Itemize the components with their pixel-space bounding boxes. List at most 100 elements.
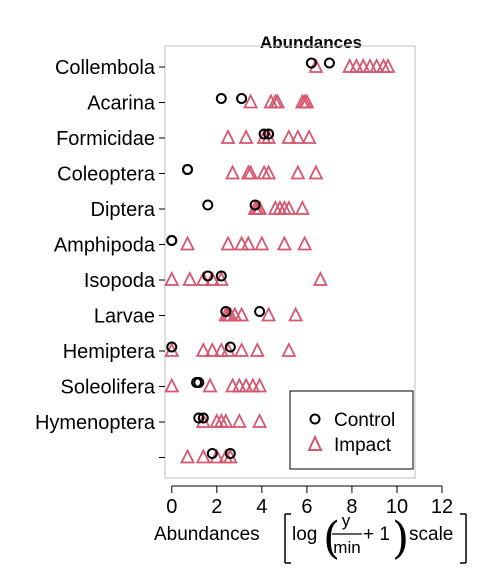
x-tick-label-2: 2	[211, 496, 222, 518]
control-point-5-1	[166, 235, 178, 246]
control-point-4-1	[249, 199, 261, 211]
control-point-8-0	[166, 341, 178, 353]
category-label-larvae: Larvae	[94, 306, 155, 328]
control-point-1-0	[215, 93, 227, 104]
impact-point-11-1	[195, 448, 211, 464]
data-points	[164, 57, 396, 464]
category-axis: Collembola Acarina Formicidae Coleoptera Dip…	[35, 57, 165, 458]
control-point-0-1	[323, 57, 335, 69]
impact-point-2-6	[301, 128, 317, 144]
x-axis-title-suffix: scale	[409, 524, 453, 545]
category-label-formicidae: Formicidae	[56, 128, 155, 150]
impact-point-1-0	[243, 93, 259, 109]
impact-point-2-5	[290, 128, 306, 144]
control-point-6-0	[202, 270, 214, 282]
impact-point-5-5	[276, 235, 292, 251]
impact-point-1-6	[299, 93, 315, 109]
impact-point-4-6	[281, 199, 297, 215]
impact-point-8-4	[220, 341, 236, 357]
control-point-3-1	[182, 164, 194, 175]
impact-point-8-6	[249, 341, 265, 357]
x-axis-title: Abundances log ( y min + 1 ) scale	[154, 511, 467, 564]
impact-point-6-2	[195, 270, 211, 286]
impact-point-8-5	[234, 341, 250, 357]
control-point-2-1	[263, 128, 275, 140]
impact-point-6-1	[182, 270, 198, 286]
paren-open: (	[323, 513, 340, 564]
category-label-hemiptera: Hemiptera	[63, 341, 156, 363]
control-point-6-1	[215, 270, 227, 282]
control-point-7-0	[220, 306, 232, 317]
control-point-11-0	[206, 448, 218, 459]
impact-point-5-4	[254, 235, 270, 251]
legend: Control Impact	[289, 390, 414, 470]
legend-impact-marker	[307, 434, 323, 451]
legend-control-marker	[309, 413, 321, 425]
x-tick-label-12: 12	[431, 496, 453, 518]
category-label-amphipoda: Amphipoda	[54, 235, 156, 257]
impact-point-11-2	[209, 448, 225, 464]
impact-point-9-0	[164, 377, 180, 393]
control-point-10-0	[193, 412, 205, 424]
x-tick-label-8: 8	[346, 496, 357, 518]
control-point-2-0	[258, 128, 270, 140]
impact-point-0-7	[380, 57, 396, 73]
impact-point-5-1	[220, 235, 236, 251]
control-point-11-1	[224, 448, 236, 459]
impact-point-5-3	[240, 235, 256, 251]
impact-point-3-2	[243, 164, 259, 180]
category-label-soleolifera: Soleolifera	[60, 377, 155, 399]
category-label-coleoptera: Coleoptera	[57, 164, 156, 186]
impact-point-0-0	[308, 57, 324, 73]
x-tick-label-4: 4	[256, 496, 267, 518]
impact-point-11-0	[180, 448, 195, 464]
impact-point-9-6	[252, 377, 268, 393]
impact-point-7-5	[261, 306, 277, 322]
x-axis: 0 2 4 6 8 10 12	[166, 485, 453, 518]
plot-frame	[164, 45, 416, 479]
impact-point-7-4	[234, 306, 250, 322]
x-axis-title-log: log	[292, 524, 317, 545]
impact-point-8-2	[204, 341, 220, 357]
control-point-7-1	[254, 306, 266, 317]
impact-point-2-0	[220, 128, 236, 144]
category-label-diptera: Diptera	[91, 199, 156, 221]
control-point-0-0	[305, 57, 317, 69]
category-label-collembola: Collembola	[55, 57, 156, 79]
impact-point-10-4	[231, 412, 247, 428]
impact-point-2-4	[281, 128, 297, 144]
category-label-isopoda: Isopoda	[84, 270, 156, 292]
impact-point-5-0	[180, 235, 195, 251]
chart-title: Abundances	[260, 33, 362, 52]
control-point-8-1	[224, 341, 236, 353]
impact-point-8-7	[281, 341, 297, 357]
legend-control-label: Control	[334, 410, 395, 431]
impact-point-1-3	[270, 93, 286, 109]
x-tick-label-0: 0	[166, 496, 177, 518]
control-point-9-1	[193, 377, 205, 388]
paren-close: )	[392, 513, 409, 564]
category-label-acarina: Acarina	[87, 93, 156, 115]
impact-point-9-1	[202, 377, 218, 393]
impact-point-6-5	[312, 270, 328, 286]
impact-point-2-1	[238, 128, 254, 144]
control-point-1-1	[236, 93, 248, 104]
control-point-4-0	[202, 199, 214, 211]
impact-point-10-5	[252, 412, 268, 428]
impact-point-4-7	[294, 199, 310, 215]
impact-point-5-6	[297, 235, 313, 251]
category-label-hymenoptera: Hymenoptera	[35, 412, 156, 434]
fraction-numerator: y	[342, 511, 351, 530]
impact-point-3-5	[290, 164, 306, 180]
legend-impact-label: Impact	[334, 435, 392, 456]
impact-point-7-6	[288, 306, 304, 322]
fraction-denominator: min	[333, 538, 360, 557]
impact-point-6-0	[164, 270, 180, 286]
impact-point-10-3	[218, 412, 234, 428]
x-tick-label-6: 6	[301, 496, 312, 518]
x-axis-title-plus-one: + 1	[363, 524, 390, 545]
impact-point-8-1	[195, 341, 211, 357]
x-tick-label-10: 10	[386, 496, 408, 518]
x-axis-title-prefix: Abundances	[154, 524, 260, 545]
